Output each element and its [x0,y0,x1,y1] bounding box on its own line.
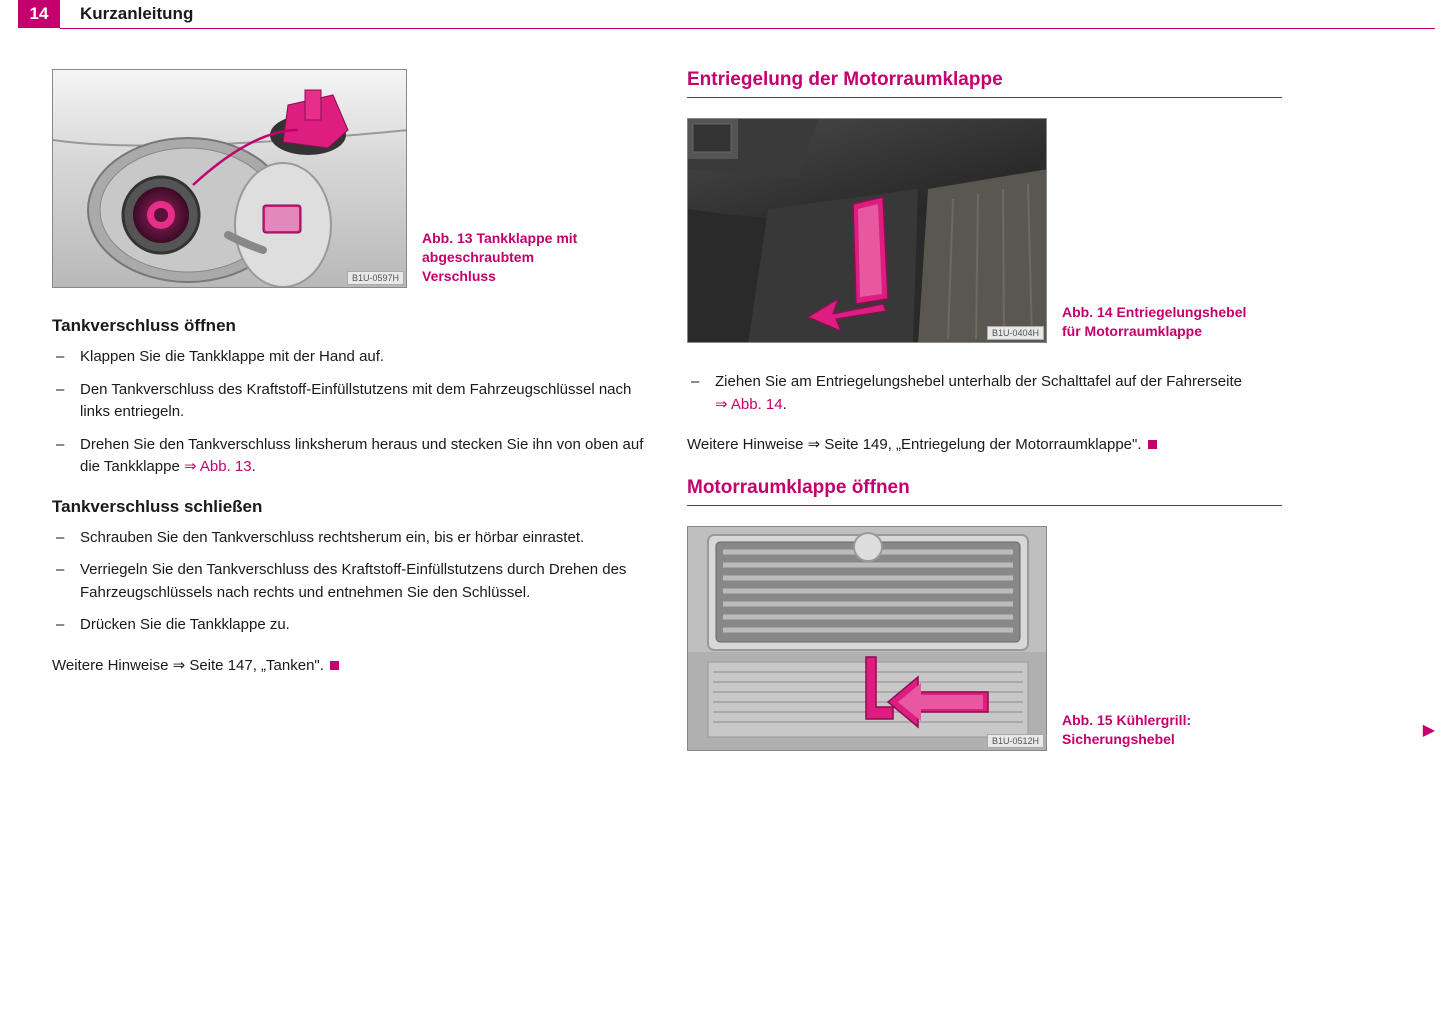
content-columns: B1U-0597H Abb. 13 Tankklappe mit abgesch… [0,29,1445,779]
figure-14-code: B1U-0404H [987,326,1044,340]
list-item: Drücken Sie die Tankklappe zu. [52,614,647,637]
list-item: Verriegeln Sie den Tankverschluss des Kr… [52,559,647,604]
heading-hood-open: Motorraumklappe öffnen [687,477,1282,499]
fig-ref: ⇒ Abb. 13 [180,458,252,475]
period: . [783,396,787,413]
fig-ref: ⇒ Abb. 14 [715,396,783,413]
footnote-text: Weitere Hinweise ⇒ Seite 149, „Entriegel… [687,436,1142,453]
right-column: Entriegelung der Motorraumklappe [687,69,1282,779]
figure-13-row: B1U-0597H Abb. 13 Tankklappe mit abgesch… [52,69,647,288]
figure-15-image: B1U-0512H [687,526,1047,751]
period: . [252,458,256,475]
continue-arrow-icon: ▶ [1423,720,1435,740]
footnote-text: Weitere Hinweise ⇒ Seite 147, „Tanken". [52,657,324,674]
figure-15-caption: Abb. 15 Kühlergrill: Sicherungshebel [1062,711,1247,751]
figure-15-code: B1U-0512H [987,734,1044,748]
page-header: 14 Kurzanleitung [18,0,1445,28]
figure-15-row: B1U-0512H Abb. 15 Kühlergrill: Sicherung… [687,526,1282,751]
further-info-tank: Weitere Hinweise ⇒ Seite 147, „Tanken". [52,655,647,678]
heading-tank-close: Tankverschluss schließen [52,497,647,517]
further-info-hood: Weitere Hinweise ⇒ Seite 149, „Entriegel… [687,434,1282,457]
figure-14-image: B1U-0404H [687,118,1047,343]
section-rule [687,97,1282,98]
left-column: B1U-0597H Abb. 13 Tankklappe mit abgesch… [52,69,647,779]
page-number: 14 [18,0,60,28]
list-item: Klappen Sie die Tankklappe mit der Hand … [52,346,647,369]
list-item-text: Ziehen Sie am Entriegelungshebel unterha… [715,373,1242,390]
figure-13-caption: Abb. 13 Tankklappe mit abgeschraubtem Ve… [422,229,607,288]
heading-tank-open: Tankverschluss öffnen [52,316,647,336]
end-mark-icon [330,661,339,670]
list-item: Ziehen Sie am Entriegelungshebel unterha… [687,371,1282,416]
list-item: Drehen Sie den Tankverschluss linksherum… [52,434,647,479]
heading-hood-unlock: Entriegelung der Motorraumklappe [687,69,1282,91]
list-item: Den Tankverschluss des Kraftstoff-Einfül… [52,379,647,424]
list-item-text: Drehen Sie den Tankverschluss linksherum… [80,436,643,476]
end-mark-icon [1148,440,1157,449]
list-item: Schrauben Sie den Tankverschluss rechtsh… [52,527,647,550]
hood-unlock-list: Ziehen Sie am Entriegelungshebel unterha… [687,371,1282,416]
chapter-title: Kurzanleitung [60,0,193,28]
tank-open-list: Klappen Sie die Tankklappe mit der Hand … [52,346,647,479]
section-rule [687,505,1282,506]
figure-13-code: B1U-0597H [347,271,404,285]
tank-close-list: Schrauben Sie den Tankverschluss rechtsh… [52,527,647,637]
figure-14-row: B1U-0404H Abb. 14 Entriegelungshebel für… [687,118,1282,343]
figure-13-image: B1U-0597H [52,69,407,288]
figure-14-caption: Abb. 14 Entriegelungshebel für Motorraum… [1062,303,1247,343]
